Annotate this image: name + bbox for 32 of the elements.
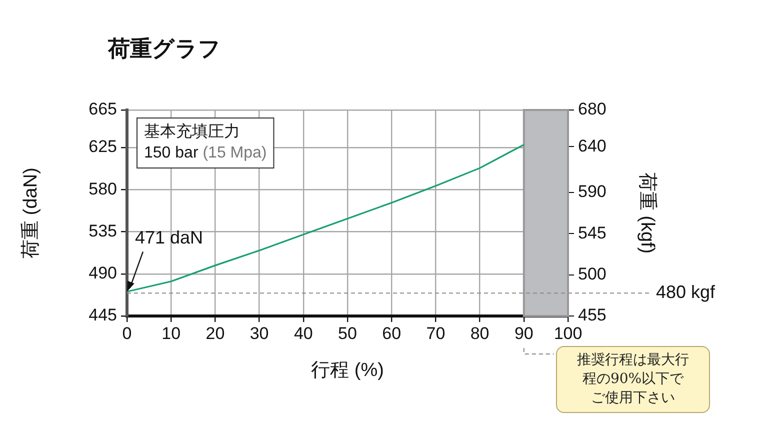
y-tick-label: 490 (88, 264, 117, 283)
ref-line-label: 480 kgf (656, 282, 716, 302)
x-tick-label: 20 (206, 324, 225, 343)
y2-tick-label: 545 (578, 223, 606, 242)
annotation: 基本充填圧力 (144, 122, 240, 140)
annotation: 150 bar (15 Mpa) (144, 144, 267, 162)
annotation: 471 daN (135, 228, 204, 248)
y2-axis-title: 荷重 (kgf) (636, 172, 658, 254)
y2-tick-label: 500 (578, 264, 606, 284)
x-tick-label: 0 (122, 324, 132, 343)
x-tick-label: 70 (426, 324, 446, 343)
text: 推奨行程は最大行程の90%以下でご使用下さい (576, 351, 690, 408)
chart-title: 荷重グラフ (108, 35, 221, 63)
x-tick-label: 60 (382, 324, 402, 343)
y2-tick-label: 680 (578, 100, 606, 119)
y-tick-label: 665 (88, 100, 117, 119)
y2-tick-label: 590 (578, 182, 606, 202)
x-tick-label: 40 (294, 324, 313, 343)
x-tick-label: 80 (470, 324, 490, 343)
x-tick-label: 100 (554, 324, 582, 343)
x-tick-label: 50 (338, 324, 357, 343)
x-tick-label: 90 (514, 324, 534, 343)
y-tick-label: 625 (88, 137, 117, 156)
x-tick-label: 30 (250, 324, 269, 343)
y-tick-label: 535 (88, 221, 117, 240)
y2-tick-label: 640 (578, 136, 606, 156)
y-tick-label: 580 (88, 179, 117, 198)
y-tick-label: 445 (88, 306, 117, 325)
y-axis-title: 荷重 (daN) (20, 168, 42, 258)
x-axis-title: 行程 (%) (311, 360, 384, 381)
x-tick-label: 10 (162, 324, 181, 343)
y2-tick-label: 455 (578, 306, 606, 325)
